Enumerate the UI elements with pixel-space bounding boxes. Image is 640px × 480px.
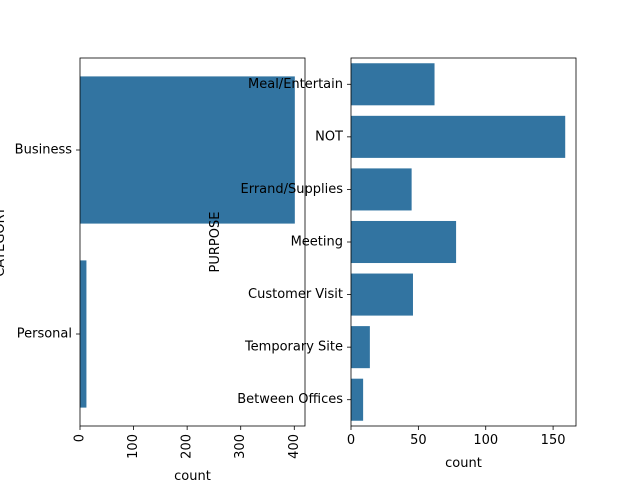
category-count-chart: Business Personal 0 100 200 300 400 count CATEGO… [0,57,306,480]
y-axis-label: PURPOSE [208,212,223,273]
purpose-count-chart: Meal/Entertain NOT Errand/Supplies Meeting C… [208,57,577,471]
x-tick-label: 0 [73,434,88,442]
bar-meal-entertain [351,63,435,106]
x-tick-label: 300 [233,434,248,459]
bar-not [351,115,566,158]
x-axis-label: count [174,469,211,480]
y-tick-label: Between Offices [237,392,343,407]
y-tick-label: Meeting [291,235,343,250]
bar-meeting [351,220,457,264]
bar-personal [80,260,87,408]
x-tick-label: 400 [287,434,302,459]
bar-business [80,76,295,224]
x-tick-label: 100 [473,433,498,448]
x-tick-label: 50 [410,433,427,448]
y-tick-label: Business [15,143,73,158]
y-tick-label: Errand/Supplies [240,182,343,197]
y-tick-label: Meal/Entertain [248,77,343,92]
y-tick-label: Temporary Site [244,340,343,355]
bar-customer-visit [351,273,413,316]
plot-frame [79,57,306,427]
x-tick-label: 150 [541,433,566,448]
y-tick-label: Customer Visit [248,287,343,302]
bar-errand-supplies [351,168,412,211]
y-axis-label: CATEGORY [0,207,8,277]
y-tick-label: NOT [315,129,343,144]
x-tick-label: 200 [180,434,195,459]
x-axis-label: count [445,456,482,471]
x-tick-label: 0 [347,433,355,448]
x-tick-label: 100 [126,434,141,459]
y-tick-label: Personal [17,327,72,342]
bar-temporary-site [351,326,370,369]
bar-between-offices [351,378,364,421]
